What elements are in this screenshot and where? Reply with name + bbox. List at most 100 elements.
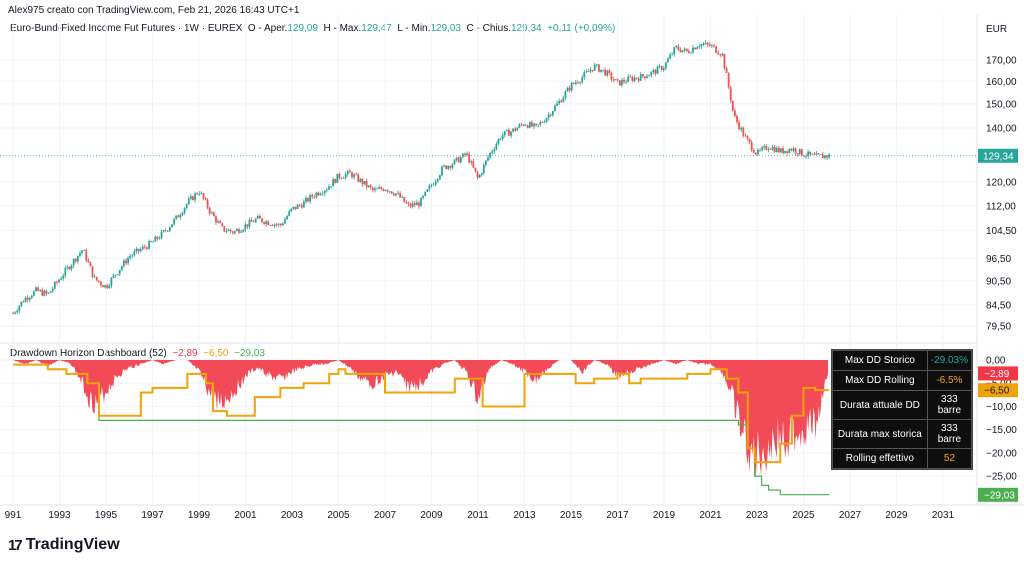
candle-body — [595, 64, 598, 66]
candle-body — [761, 147, 764, 151]
candle-body — [219, 221, 222, 224]
candle-body — [715, 46, 717, 53]
candle-body — [323, 190, 326, 194]
chart-canvas[interactable]: 991 1993 1995 1997 1999 2001 2003 2005 2007 2009 2… — [0, 0, 1024, 530]
candle-body — [353, 174, 355, 178]
candle-body — [478, 174, 481, 178]
candle-body — [591, 69, 594, 71]
candle-body — [74, 258, 77, 262]
dd-current-tag — [978, 366, 1018, 381]
candle-body — [545, 117, 548, 122]
candle-body — [606, 70, 609, 76]
candle-body — [217, 221, 219, 223]
candle-body — [656, 66, 659, 74]
close-label: C - Chius. — [466, 23, 511, 34]
candle-body — [746, 136, 749, 139]
candle-body — [238, 229, 240, 233]
candle-body — [179, 215, 182, 218]
candle-body — [35, 287, 37, 292]
dd-rolling-text: −6,50 — [984, 386, 1010, 397]
candle-body — [648, 75, 651, 77]
candle-body — [826, 155, 828, 158]
x-tick-label: 1999 — [188, 510, 211, 521]
candle-body — [681, 50, 684, 53]
candle-body — [108, 285, 111, 288]
candle-body — [805, 156, 807, 157]
drawdown-pane — [13, 360, 830, 496]
candle-body — [719, 54, 722, 56]
candle-body — [386, 189, 389, 192]
candle-body — [104, 285, 106, 288]
candle-body — [438, 175, 441, 180]
candle-body — [175, 215, 178, 220]
candle-body — [99, 281, 102, 286]
candle-body — [95, 276, 98, 281]
candle-body — [765, 145, 768, 150]
dd-historic-tag — [978, 487, 1018, 502]
candle-body — [598, 64, 600, 72]
axes: 991 1993 1995 1997 1999 2001 2003 2005 2007 2009 2… — [0, 56, 1018, 521]
candle-body — [734, 110, 736, 116]
candle-body — [290, 208, 293, 212]
candle-body — [625, 81, 628, 83]
candle-body — [185, 204, 188, 208]
candle-body — [654, 69, 657, 74]
candle-body — [729, 87, 732, 101]
candle-body — [196, 193, 199, 195]
candle-body — [351, 172, 353, 178]
candle-body — [664, 62, 667, 69]
symbol-name: Euro-Bund-Fixed Income Fut Futures · 1W … — [10, 23, 243, 34]
candle-body — [522, 124, 525, 126]
candle-body — [780, 148, 782, 153]
candle-body — [604, 69, 607, 76]
y-tick-label: 150,00 — [986, 99, 1017, 110]
candle-body — [85, 250, 88, 261]
brand-name: TradingView — [25, 536, 120, 553]
indicator-name: Drawdown Horizon Dashboard (52) — [10, 348, 167, 359]
candle-body — [53, 281, 56, 289]
candle-body — [118, 269, 121, 275]
x-tick-label: 2013 — [513, 510, 536, 521]
x-tick-label: 2015 — [560, 510, 583, 521]
candle-body — [123, 260, 125, 267]
candle-body — [181, 212, 184, 216]
candle-body — [428, 185, 431, 190]
candle-body — [315, 192, 318, 197]
candle-body — [539, 122, 542, 125]
candle-body — [474, 167, 477, 172]
x-tick-label: 2005 — [327, 510, 350, 521]
drawdown-area — [13, 360, 829, 479]
candle-body — [667, 58, 669, 63]
candles — [12, 40, 830, 315]
candle-body — [120, 266, 123, 270]
dd-current-text: −2,89 — [984, 369, 1010, 380]
candle-body — [769, 148, 772, 150]
candle-body — [828, 154, 830, 158]
candle-body — [577, 82, 579, 84]
candle-body — [562, 97, 565, 103]
candle-body — [775, 147, 778, 153]
candle-body — [97, 280, 100, 282]
candle-body — [28, 297, 31, 300]
candle-body — [319, 194, 322, 196]
candle-body — [579, 82, 581, 84]
candle-body — [183, 207, 186, 213]
candle-body — [39, 290, 42, 291]
candle-body — [424, 191, 427, 196]
candle-body — [83, 250, 86, 251]
candle-body — [378, 187, 381, 189]
candle-body — [286, 216, 289, 220]
candle-body — [788, 149, 791, 153]
candle-body — [671, 54, 674, 55]
candle-body — [143, 246, 146, 248]
candle-body — [503, 131, 506, 136]
candle-body — [641, 74, 644, 77]
candle-body — [359, 178, 362, 182]
candle-body — [37, 287, 40, 291]
candle-body — [361, 178, 364, 185]
candle-body — [811, 153, 814, 155]
candle-body — [451, 164, 454, 168]
candle-body — [706, 42, 709, 45]
candle-body — [750, 142, 753, 151]
candle-body — [690, 52, 692, 54]
